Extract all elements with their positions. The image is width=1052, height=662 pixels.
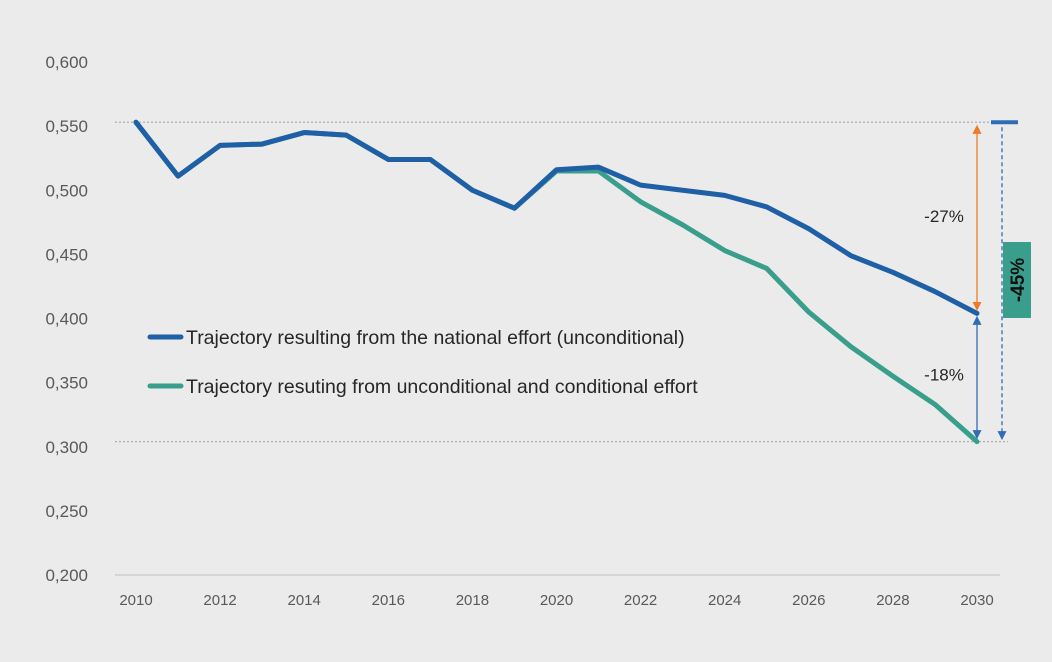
y-tick-label: 0,450 xyxy=(45,245,88,264)
x-tick-label: 2028 xyxy=(876,592,909,609)
badge-45 xyxy=(1003,242,1031,318)
x-tick-label: 2022 xyxy=(624,592,657,609)
x-tick-label: 2026 xyxy=(792,592,825,609)
y-tick-label: 0,600 xyxy=(45,53,88,72)
annotations: -27% -18% -45% xyxy=(924,120,1031,441)
x-tick-label: 2020 xyxy=(540,592,573,609)
x-tick-label: 2012 xyxy=(203,592,236,609)
legend: Trajectory resulting from the national e… xyxy=(147,327,698,398)
legend-label: Trajectory resulting from the national e… xyxy=(186,327,685,349)
y-axis-ticks: 0,600 0,550 0,500 0,450 0,400 0,350 0,300 0,250… xyxy=(45,53,88,585)
x-tick-label: 2016 xyxy=(372,592,405,609)
x-tick-label: 2024 xyxy=(708,592,741,609)
x-axis-ticks: 2010 2012 2014 2016 2018 2020 2022 2024 2026 2028… xyxy=(119,592,993,609)
label-27: -27% xyxy=(924,207,964,226)
y-tick-label: 0,350 xyxy=(45,374,88,393)
y-tick-label: 0,550 xyxy=(45,117,88,136)
y-tick-label: 0,200 xyxy=(45,566,88,585)
y-tick-label: 0,300 xyxy=(45,438,88,457)
y-tick-label: 0,250 xyxy=(45,502,88,521)
series-line xyxy=(133,119,980,316)
x-tick-label: 2010 xyxy=(119,592,152,609)
x-tick-label: 2030 xyxy=(960,592,993,609)
reference-lines xyxy=(115,121,1008,443)
y-tick-label: 0,400 xyxy=(45,310,88,329)
x-tick-label: 2018 xyxy=(456,592,489,609)
y-tick-label: 0,500 xyxy=(45,181,88,200)
series-lines xyxy=(133,119,980,445)
x-tick-label: 2014 xyxy=(288,592,321,609)
legend-label: Trajectory resuting from unconditional a… xyxy=(186,376,698,398)
label-18: -18% xyxy=(924,365,964,384)
label-45: -45% xyxy=(1008,258,1029,302)
